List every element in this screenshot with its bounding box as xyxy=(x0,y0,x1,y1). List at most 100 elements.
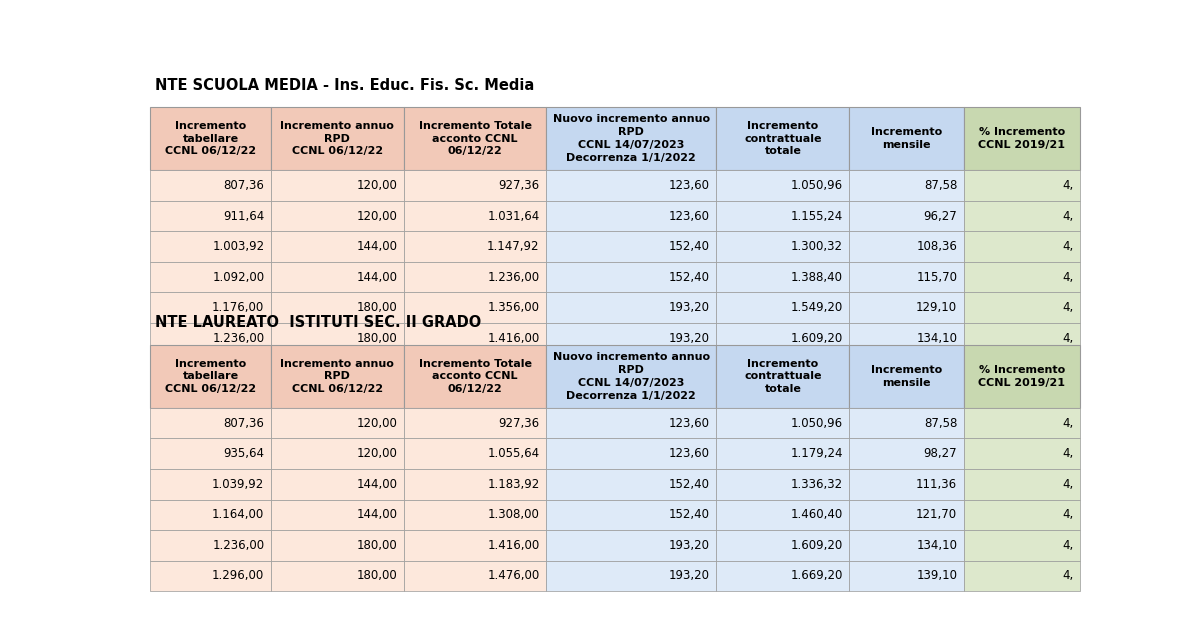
Text: 193,20: 193,20 xyxy=(668,570,710,583)
Text: 193,20: 193,20 xyxy=(668,332,710,345)
Bar xyxy=(716,201,850,231)
Bar xyxy=(850,170,964,201)
Bar xyxy=(850,292,964,323)
Text: 1.460,40: 1.460,40 xyxy=(791,508,842,522)
Bar xyxy=(716,500,850,530)
Bar xyxy=(964,262,1080,292)
Text: 1.236,00: 1.236,00 xyxy=(212,539,264,552)
Bar xyxy=(150,530,271,561)
Bar xyxy=(850,323,964,353)
Bar xyxy=(546,530,716,561)
Bar xyxy=(546,107,716,170)
Text: 1.031,64: 1.031,64 xyxy=(487,210,540,222)
Bar xyxy=(716,323,850,353)
Text: 120,00: 120,00 xyxy=(356,210,397,222)
Bar xyxy=(716,107,850,170)
Text: 115,70: 115,70 xyxy=(917,271,958,284)
Text: 120,00: 120,00 xyxy=(356,179,397,192)
Bar xyxy=(716,292,850,323)
Text: NTE SCUOLA MEDIA - Ins. Educ. Fis. Sc. Media: NTE SCUOLA MEDIA - Ins. Educ. Fis. Sc. M… xyxy=(155,77,534,93)
Text: 180,00: 180,00 xyxy=(356,332,397,345)
Text: % Incremento
CCNL 2019/21: % Incremento CCNL 2019/21 xyxy=(978,127,1066,150)
Text: 1.003,92: 1.003,92 xyxy=(212,240,264,253)
Text: 98,27: 98,27 xyxy=(924,447,958,461)
Text: 123,60: 123,60 xyxy=(668,210,710,222)
Bar xyxy=(271,561,404,592)
Bar xyxy=(150,292,271,323)
Text: 1.416,00: 1.416,00 xyxy=(487,332,540,345)
Text: 1.092,00: 1.092,00 xyxy=(212,271,264,284)
Bar xyxy=(546,170,716,201)
Text: Incremento
mensile: Incremento mensile xyxy=(871,365,942,387)
Text: 1.183,92: 1.183,92 xyxy=(487,478,540,491)
Bar xyxy=(850,345,964,408)
Bar xyxy=(271,201,404,231)
Text: 120,00: 120,00 xyxy=(356,447,397,461)
Text: 193,20: 193,20 xyxy=(668,301,710,314)
Text: 152,40: 152,40 xyxy=(668,508,710,522)
Bar xyxy=(850,469,964,500)
Text: 4,: 4, xyxy=(1062,570,1074,583)
Bar xyxy=(716,170,850,201)
Text: 1.476,00: 1.476,00 xyxy=(487,570,540,583)
Bar xyxy=(404,170,546,201)
Text: Incremento Totale
acconto CCNL
06/12/22: Incremento Totale acconto CCNL 06/12/22 xyxy=(419,358,532,394)
Text: Incremento
contrattuale
totale: Incremento contrattuale totale xyxy=(744,121,822,156)
Bar xyxy=(271,231,404,262)
Text: 4,: 4, xyxy=(1062,271,1074,284)
Bar xyxy=(964,201,1080,231)
Text: 1.147,92: 1.147,92 xyxy=(487,240,540,253)
Bar xyxy=(964,107,1080,170)
Bar xyxy=(546,292,716,323)
Bar xyxy=(850,561,964,592)
Text: 87,58: 87,58 xyxy=(924,179,958,192)
Bar xyxy=(850,530,964,561)
Bar xyxy=(150,561,271,592)
Text: Incremento annuo
RPD
CCNL 06/12/22: Incremento annuo RPD CCNL 06/12/22 xyxy=(281,121,395,156)
Bar xyxy=(150,170,271,201)
Text: 180,00: 180,00 xyxy=(356,570,397,583)
Bar xyxy=(964,530,1080,561)
Bar xyxy=(150,438,271,469)
Bar xyxy=(404,201,546,231)
Bar xyxy=(271,530,404,561)
Text: 1.300,32: 1.300,32 xyxy=(791,240,842,253)
Bar xyxy=(404,469,546,500)
Text: 4,: 4, xyxy=(1062,478,1074,491)
Bar xyxy=(546,408,716,438)
Bar xyxy=(150,345,271,408)
Text: 144,00: 144,00 xyxy=(356,508,397,522)
Text: 1.356,00: 1.356,00 xyxy=(487,301,540,314)
Text: 4,: 4, xyxy=(1062,210,1074,222)
Text: 123,60: 123,60 xyxy=(668,447,710,461)
Text: 1.039,92: 1.039,92 xyxy=(212,478,264,491)
Bar xyxy=(964,500,1080,530)
Bar xyxy=(546,201,716,231)
Bar xyxy=(150,201,271,231)
Bar xyxy=(716,561,850,592)
Text: % Incremento
CCNL 2019/21: % Incremento CCNL 2019/21 xyxy=(978,365,1066,387)
Bar xyxy=(716,438,850,469)
Text: Nuovo incremento annuo
RPD
CCNL 14/07/2023
Decorrenza 1/1/2022: Nuovo incremento annuo RPD CCNL 14/07/20… xyxy=(553,115,710,163)
Text: 152,40: 152,40 xyxy=(668,478,710,491)
Bar xyxy=(850,201,964,231)
Bar xyxy=(150,469,271,500)
Bar xyxy=(964,231,1080,262)
Text: Incremento Totale
acconto CCNL
06/12/22: Incremento Totale acconto CCNL 06/12/22 xyxy=(419,121,532,156)
Bar xyxy=(404,323,546,353)
Bar xyxy=(964,408,1080,438)
Text: 1.388,40: 1.388,40 xyxy=(791,271,842,284)
Bar xyxy=(850,231,964,262)
Text: 134,10: 134,10 xyxy=(917,539,958,552)
Text: 4,: 4, xyxy=(1062,416,1074,430)
Bar xyxy=(404,530,546,561)
Bar xyxy=(964,345,1080,408)
Text: 4,: 4, xyxy=(1062,179,1074,192)
Bar xyxy=(404,438,546,469)
Text: 1.609,20: 1.609,20 xyxy=(791,332,842,345)
Text: 4,: 4, xyxy=(1062,301,1074,314)
Bar xyxy=(546,231,716,262)
Text: 4,: 4, xyxy=(1062,332,1074,345)
Bar xyxy=(271,345,404,408)
Bar xyxy=(404,408,546,438)
